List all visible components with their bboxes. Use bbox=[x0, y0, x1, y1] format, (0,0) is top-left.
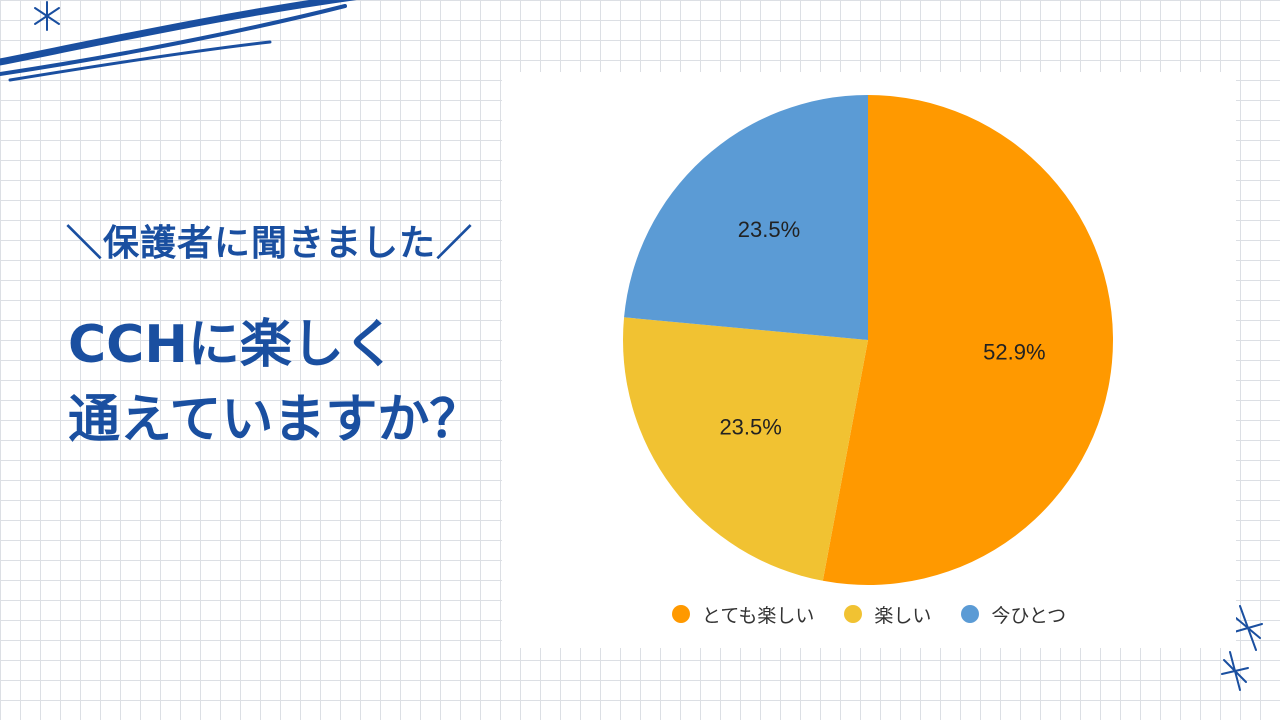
sparkle-icon bbox=[1233, 605, 1263, 651]
pie-slice bbox=[624, 95, 868, 340]
slice-value-label: 52.9% bbox=[983, 339, 1045, 364]
legend-swatch bbox=[844, 605, 863, 623]
brush-stroke-decoration bbox=[0, 0, 357, 82]
sparkle-icon bbox=[34, 1, 60, 31]
slice-value-label: 23.5% bbox=[738, 217, 800, 242]
sparkle-icon bbox=[1221, 651, 1249, 691]
chart-panel: 52.9% 23.5% 23.5% とても楽しい 楽しい 今ひとつ bbox=[502, 72, 1236, 648]
legend-swatch bbox=[671, 605, 690, 623]
legend-label: 今ひとつ bbox=[991, 604, 1067, 627]
title-line-1: CCHに楽しく bbox=[68, 315, 396, 375]
title-line-2: 通えていますか？ bbox=[68, 390, 482, 450]
page-title: CCHに楽しく 通えていますか？ bbox=[68, 308, 481, 458]
slice-value-label: 23.5% bbox=[719, 414, 781, 439]
chart-legend: とても楽しい 楽しい 今ひとつ bbox=[502, 594, 1236, 634]
pie-slice bbox=[822, 95, 1114, 585]
legend-swatch bbox=[961, 605, 980, 623]
legend-item: とても楽しい bbox=[671, 601, 815, 628]
legend-item: 今ひとつ bbox=[961, 601, 1066, 628]
legend-item: 楽しい bbox=[844, 601, 931, 628]
pie-slice bbox=[623, 317, 868, 581]
pie-chart: 52.9% 23.5% 23.5% bbox=[623, 95, 1114, 585]
legend-label: とても楽しい bbox=[701, 604, 815, 627]
legend-label: 楽しい bbox=[874, 604, 932, 627]
subtitle: ＼保護者に聞きました／ bbox=[66, 223, 474, 264]
